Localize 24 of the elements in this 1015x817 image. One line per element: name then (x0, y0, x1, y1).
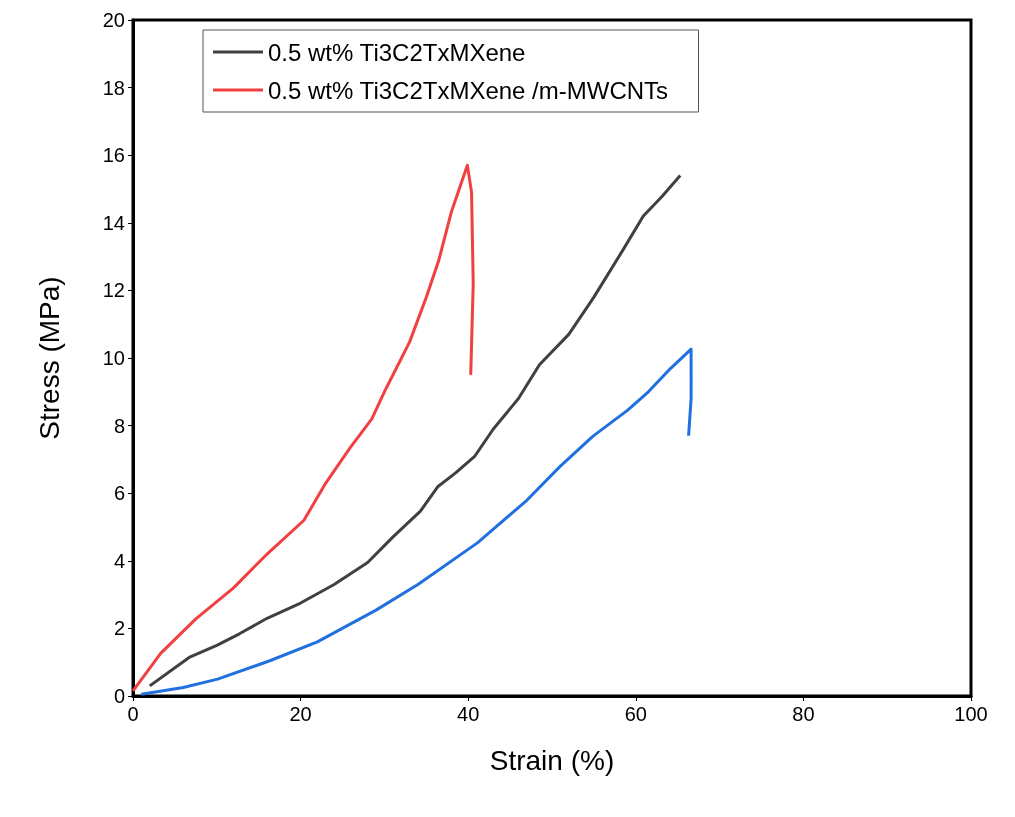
y-tick-label: 0 (113, 685, 125, 707)
legend-label: 0.5 wt% Ti3C2TxMXene (268, 38, 526, 66)
y-tick-label: 4 (113, 549, 125, 572)
x-tick-label: 100 (954, 703, 988, 725)
x-tick-label: 20 (289, 703, 312, 725)
y-axis-title: Stress (MPa) (33, 276, 65, 440)
y-tick-label: 8 (113, 414, 125, 437)
y-tick-label: 14 (102, 211, 125, 234)
y-tick-label: 16 (102, 144, 125, 167)
x-tick-label: 40 (457, 703, 480, 725)
y-tick-label: 2 (113, 617, 125, 640)
line-series (139, 347, 693, 696)
y-tick-label: 6 (113, 482, 125, 505)
line-series (131, 163, 475, 693)
line-series (148, 173, 682, 688)
y-tick-label: 20 (102, 9, 125, 31)
x-tick-label: 80 (792, 703, 815, 725)
y-tick-label: 12 (102, 279, 125, 302)
x-tick-label: 60 (624, 703, 647, 725)
x-tick-label: 0 (127, 703, 139, 725)
legend-label: 0.5 wt% Ti3C2TxMXene /m-MWCNTs (268, 76, 669, 104)
x-axis-title: Strain (%) (489, 744, 615, 776)
y-tick-label: 10 (102, 347, 125, 369)
y-tick-label: 18 (102, 76, 125, 99)
